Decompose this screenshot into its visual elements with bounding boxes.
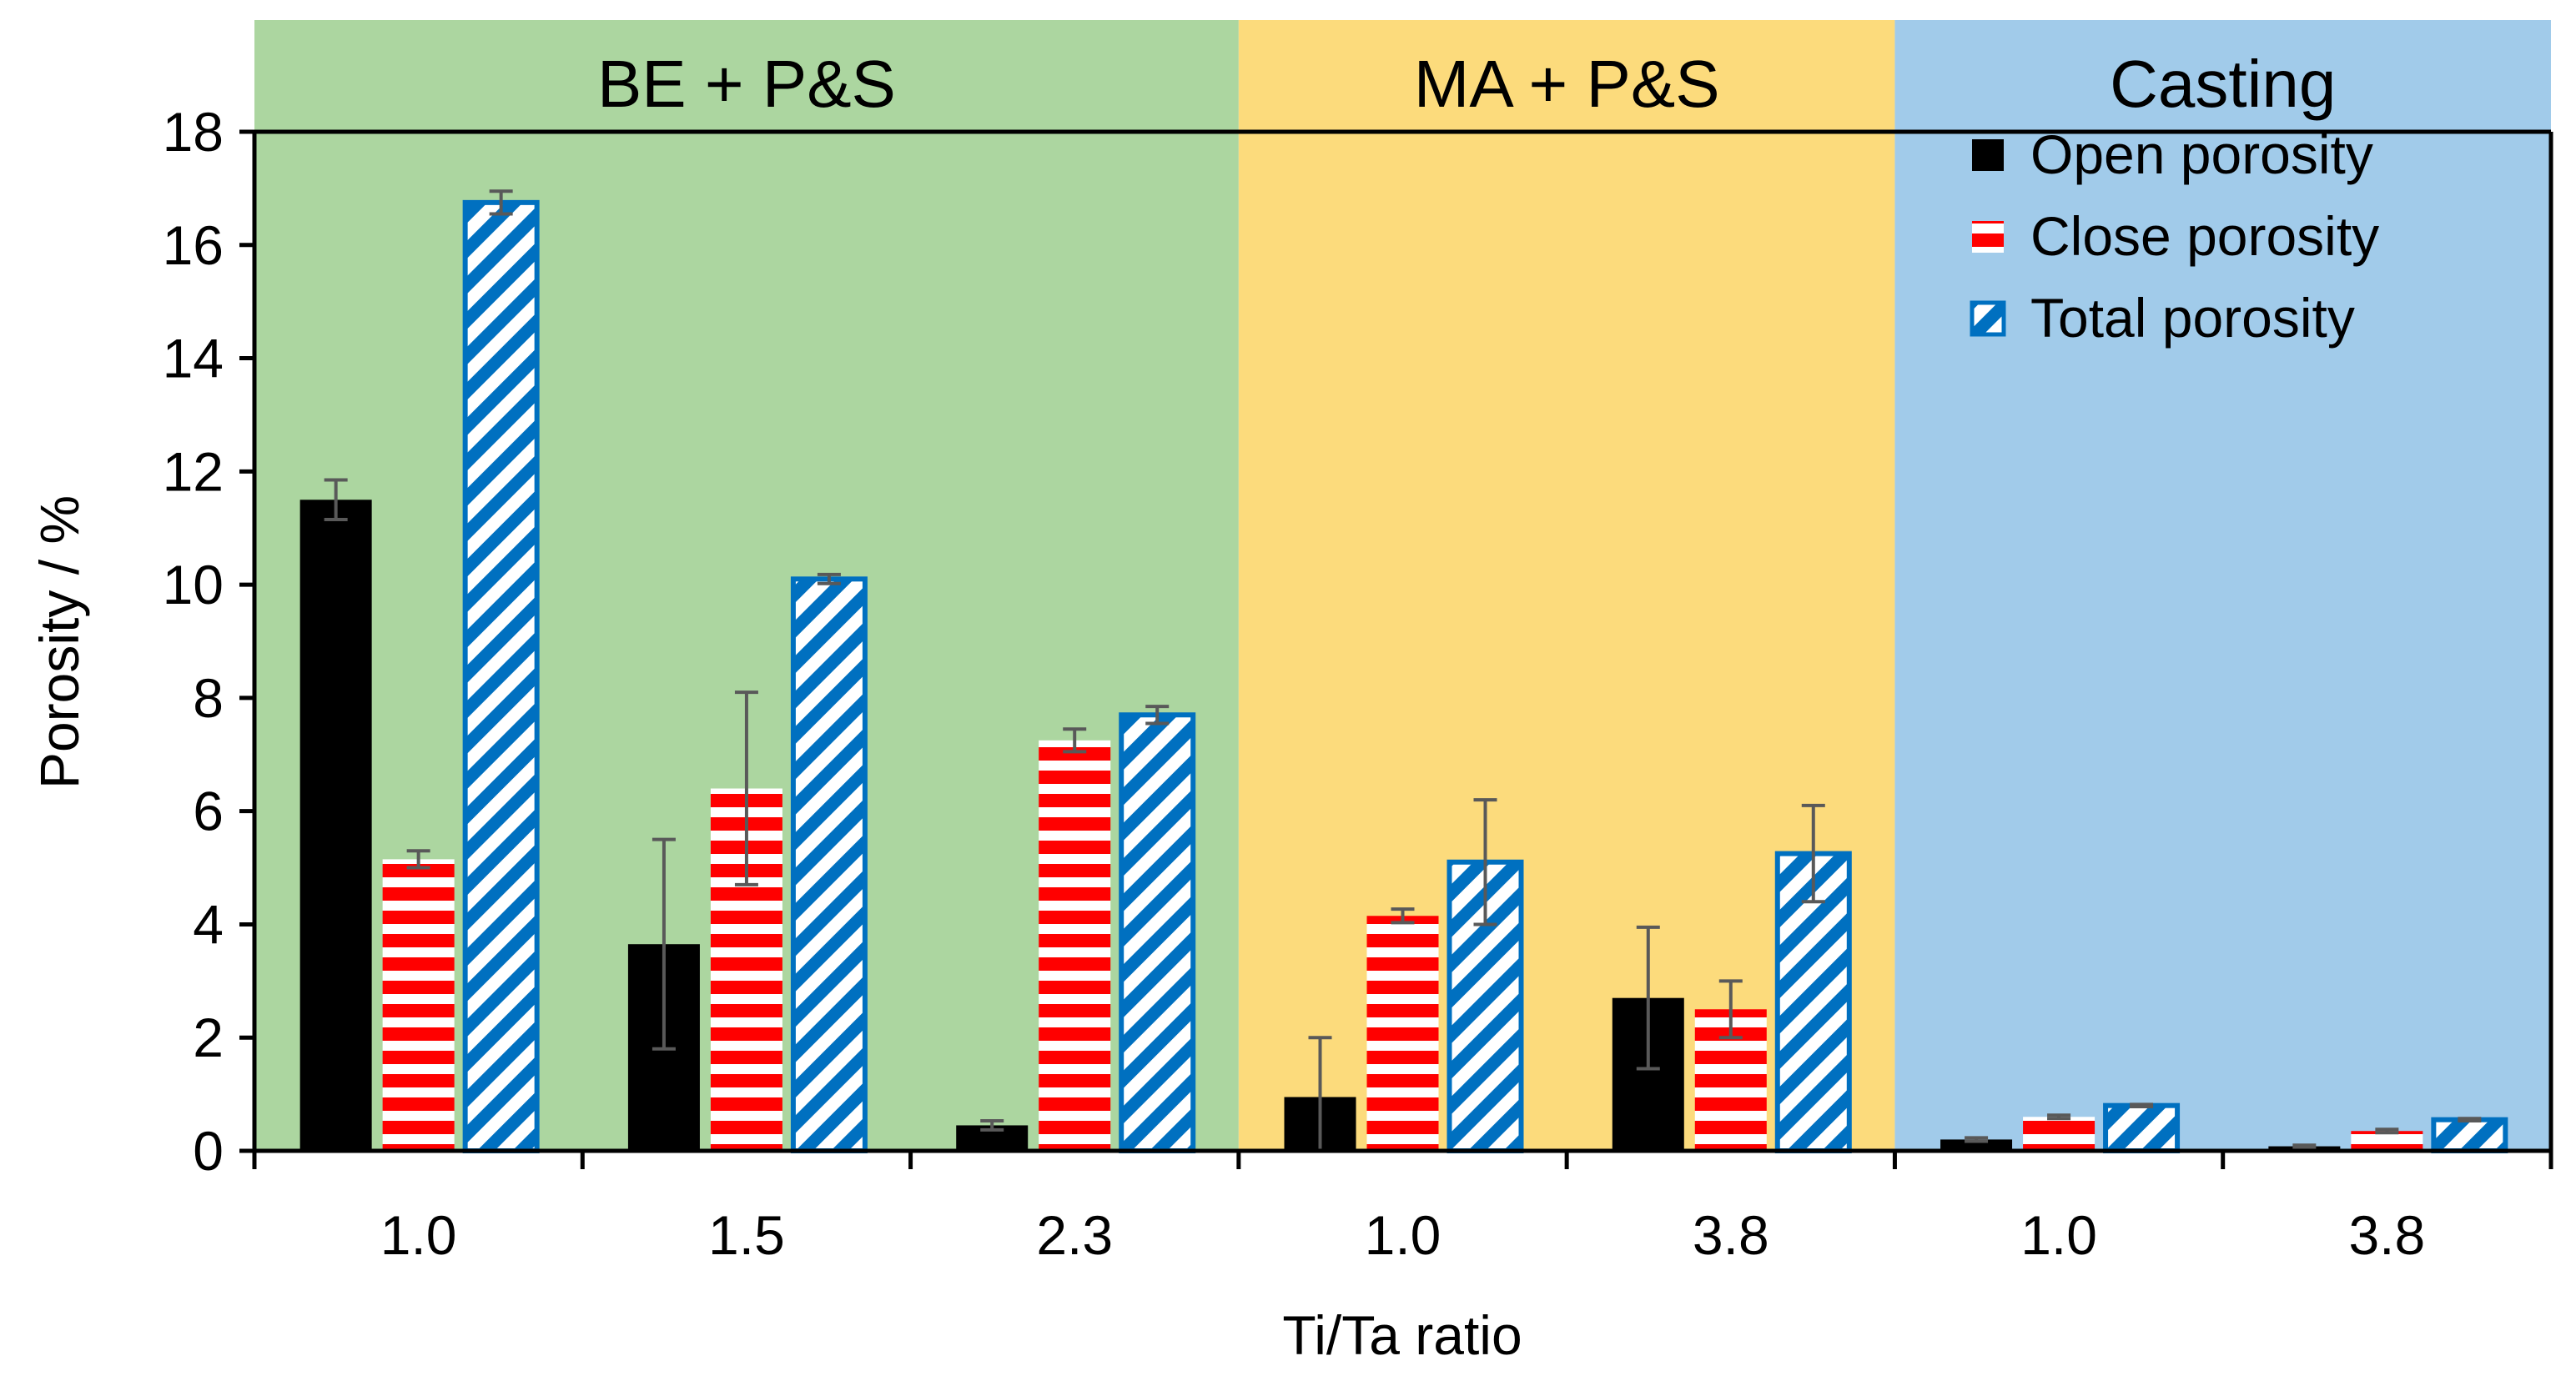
y-tick-label: 0	[193, 1120, 224, 1182]
y-axis-title: Porosity / %	[28, 495, 90, 789]
y-tick-labels: 0 2 4 6 8 10 12 14 16 18	[163, 101, 224, 1182]
legend-swatch	[1972, 139, 2004, 171]
y-tick-label: 6	[193, 781, 224, 842]
bar	[2431, 1117, 2508, 1154]
region-backgrounds	[254, 20, 2551, 1151]
bars	[299, 199, 2508, 1154]
legend-label: Close porosity	[2030, 205, 2379, 267]
legend-swatch	[1970, 300, 2006, 337]
bar	[1119, 712, 1196, 1153]
y-tick-label: 16	[163, 214, 224, 276]
y-tick-label: 12	[163, 440, 224, 502]
bar	[1366, 916, 1439, 1151]
region-label: MA + P&S	[1414, 47, 1720, 121]
error-bars	[324, 189, 2482, 1152]
x-tick-label: 2.3	[1036, 1204, 1113, 1266]
x-tick-label: 3.8	[1693, 1204, 1769, 1266]
y-tick-label: 2	[193, 1007, 224, 1068]
legend-label: Open porosity	[2030, 123, 2373, 185]
x-tick-label: 1.0	[1365, 1204, 1441, 1266]
y-tick-label: 10	[163, 554, 224, 615]
x-tick-label: 3.8	[2348, 1204, 2425, 1266]
bar	[382, 859, 455, 1151]
y-tick-label: 8	[193, 667, 224, 729]
x-tick-label: 1.0	[380, 1204, 457, 1266]
x-tick-labels: 1.0 1.5 2.3 1.0 3.8 1.0 3.8	[380, 1204, 2425, 1266]
bar	[462, 199, 540, 1154]
bar	[2023, 1117, 2096, 1151]
bar	[790, 576, 868, 1153]
y-tick-label: 18	[163, 101, 224, 163]
y-tick-label: 14	[163, 328, 224, 389]
region-label: Casting	[2110, 47, 2336, 121]
bar	[1940, 1139, 2013, 1151]
x-tick-label: 1.0	[2020, 1204, 2097, 1266]
x-tick-label: 1.5	[708, 1204, 785, 1266]
region-label: BE + P&S	[597, 47, 896, 121]
legend-swatch	[1972, 221, 2004, 253]
bar	[2103, 1102, 2181, 1153]
x-axis-title: Ti/Ta ratio	[1282, 1304, 1522, 1366]
axes	[239, 129, 2553, 1169]
y-tick-label: 4	[193, 893, 224, 955]
legend: Open porosity Close porosity Total porosit…	[1970, 123, 2379, 349]
bar	[1039, 740, 1111, 1151]
bar	[299, 500, 372, 1151]
legend-label: Total porosity	[2030, 287, 2355, 349]
region-background	[1894, 20, 2551, 1151]
bar	[2351, 1131, 2423, 1151]
region-labels: BE + P&S MA + P&S Casting	[597, 47, 2336, 121]
